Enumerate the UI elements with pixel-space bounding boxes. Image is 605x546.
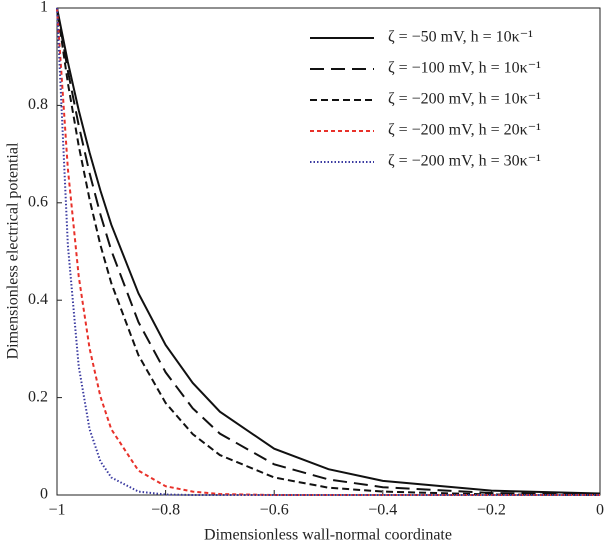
legend-label: ζ = −200 mV, h = 20κ⁻¹ (388, 122, 541, 139)
y-tick-label: 0.8 (28, 96, 48, 113)
legend-label: ζ = −50 mV, h = 10κ⁻¹ (388, 29, 533, 46)
legend-label: ζ = −200 mV, h = 10κ⁻¹ (388, 91, 541, 108)
x-axis-label: Dimensionless wall-normal coordinate (204, 527, 452, 544)
x-tick-label: −0.8 (151, 502, 180, 519)
x-tick-label: −0.2 (477, 502, 506, 519)
series-line (56, 7, 601, 496)
legend-label: ζ = −100 mV, h = 10κ⁻¹ (388, 60, 541, 77)
legend-label: ζ = −200 mV, h = 30κ⁻¹ (388, 153, 541, 170)
series-line (56, 7, 601, 495)
plot-frame (56, 7, 601, 496)
y-tick-label: 0.6 (28, 193, 48, 210)
x-tick-label: 0 (596, 502, 604, 519)
x-tick-label: −0.6 (260, 502, 289, 519)
y-tick-label: 0.2 (28, 388, 48, 405)
y-tick-label: 0 (40, 486, 48, 503)
y-axis-label: Dimensionless electrical potential (5, 142, 22, 359)
y-tick-label: 0.4 (28, 291, 48, 308)
series-line (56, 7, 601, 496)
y-tick-label: 1 (40, 0, 48, 16)
series-line (56, 7, 600, 496)
series-line (56, 7, 600, 496)
x-tick-label: −1 (48, 502, 65, 519)
x-tick-label: −0.4 (368, 502, 397, 519)
